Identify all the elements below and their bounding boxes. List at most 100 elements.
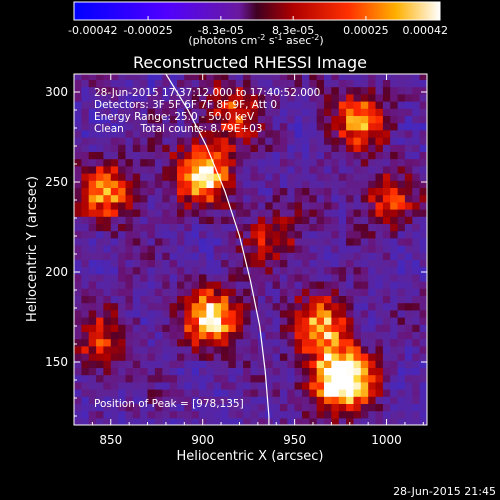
heatmap-cell [397,180,406,188]
heatmap-cell [375,259,384,268]
colorbar-tick-label: -0.00025 [123,24,172,37]
heatmap-cell [88,381,97,390]
heatmap-cell [331,410,340,419]
heatmap-cell [103,86,112,95]
heatmap-cell [324,122,332,131]
heatmap-cell [74,245,82,253]
heatmap-cell [302,223,310,232]
heatmap-cell [177,122,185,131]
heatmap-cell [331,137,340,145]
heatmap-cell [81,317,90,325]
heatmap-cell [419,281,427,289]
heatmap-cell [169,86,178,95]
heatmap-cell [118,122,127,131]
heatmap-cell [169,194,178,203]
heatmap-cell [235,108,244,116]
heatmap-cell [191,201,200,210]
heatmap-cell [132,74,141,80]
heatmap-cell [287,317,296,325]
heatmap-cell [74,115,82,124]
heatmap-cell [375,216,384,224]
heatmap-cell [147,180,156,188]
heatmap-cell [154,338,163,347]
heatmap-cell [243,108,252,116]
heatmap-cell [302,417,310,425]
heatmap-cell [404,281,413,289]
heatmap-cell [397,273,406,282]
colorbar-ticks: -0.00042 -0.00025 -8.3e-05 8.3e-05 0.00025 0.… [68,16,448,37]
heatmap-cell [346,115,355,124]
heatmap-cell [265,137,274,145]
annotation-time-range: 28-Jun-2015 17:37:12.000 to 17:40:52.000 [94,87,320,99]
heatmap-cell [368,324,377,332]
heatmap-cell [162,345,171,354]
heatmap-cell [132,158,141,167]
heatmap-cell [375,151,384,160]
heatmap-cell [331,396,340,404]
heatmap-cell [360,374,369,383]
heatmap-cell [368,295,377,304]
heatmap-cell [177,223,185,232]
heatmap-cell [368,165,377,174]
heatmap-cell [88,367,97,376]
heatmap-cell [360,252,369,260]
heatmap-cell [96,216,105,224]
heatmap-cell [118,79,127,88]
heatmap-cell [397,216,406,224]
heatmap-cell [338,252,347,260]
heatmap-cell [140,410,149,419]
heatmap-cell [199,115,207,124]
heatmap-cell [191,137,200,145]
heatmap-cell [404,295,413,304]
heatmap-cell [390,201,399,210]
solar-limb-curve [165,74,270,425]
heatmap-cell [96,129,105,138]
heatmap-cell [397,108,406,116]
heatmap-cell [140,101,149,109]
heatmap-cell [88,273,97,282]
heatmap-cell [206,266,215,275]
heatmap-cell [81,173,90,181]
heatmap-cell [390,259,399,268]
heatmap-cell [103,345,112,354]
heatmap-cell [74,266,82,275]
heatmap-cell [302,331,310,340]
heatmap-cell [125,309,134,318]
heatmap-cell [88,396,97,404]
heatmap-cell [324,396,332,404]
heatmap-cell [74,165,82,174]
heatmap-cell [397,281,406,289]
heatmap-cell [243,295,252,304]
heatmap-cell [74,410,82,419]
heatmap-cell [316,273,325,282]
heatmap-cell [177,187,185,196]
heatmap-cell [243,252,252,260]
heatmap-cell [103,74,112,80]
heatmap-cell [287,309,296,318]
heatmap-cell [74,295,82,304]
heatmap-cell [353,230,362,239]
heatmap-cell [103,137,112,145]
heatmap-cell [132,122,141,131]
heatmap-cell [412,237,421,246]
heatmap-cell [338,129,347,138]
heatmap-cell [88,317,97,325]
heatmap-cell [147,129,156,138]
heatmap-cell [360,360,369,368]
heatmap-cell [294,158,303,167]
heatmap-cell [154,86,163,95]
heatmap-cell [169,216,178,224]
heatmap-cell [110,158,119,167]
heatmap-cell [404,158,413,167]
heatmap-cell [96,209,105,217]
heatmap-cell [118,187,127,196]
heatmap-cell [96,230,105,239]
heatmap-cell [118,309,127,318]
heatmap-cell [235,317,244,325]
heatmap-cell [346,79,355,88]
heatmap-cell [177,288,185,296]
heatmap-cell [382,216,391,224]
heatmap-cell [235,374,244,383]
heatmap-cell [140,122,149,131]
